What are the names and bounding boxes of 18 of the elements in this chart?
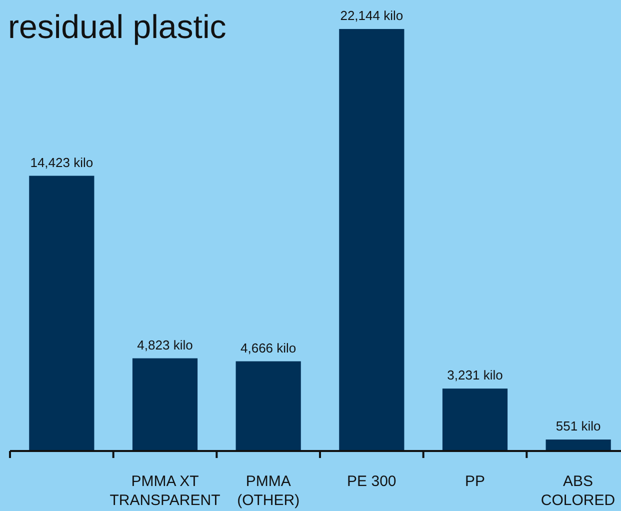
data-label: 3,231 kilo	[447, 368, 503, 383]
bar	[339, 29, 404, 450]
x-tick-label: PMMA (OTHER)	[237, 473, 300, 509]
bar	[132, 358, 198, 450]
bar	[29, 176, 94, 450]
bar	[442, 388, 508, 450]
data-label: 22,144 kilo	[340, 8, 404, 23]
x-tick-label: PP	[464, 473, 486, 490]
chart-title: residual plastic	[8, 8, 226, 45]
x-tick-label: PE 300	[347, 473, 396, 490]
data-label: 4,666 kilo	[240, 340, 296, 356]
data-label: 551 kilo	[556, 418, 601, 434]
x-tick-label: PMMA XT TRANSPARENT	[110, 473, 220, 509]
bar	[546, 440, 611, 450]
bar	[236, 361, 301, 450]
x-tick-label: ABS COLORED	[540, 473, 616, 509]
data-label: 4,823 kilo	[137, 337, 193, 352]
data-label: 14,423 kilo	[30, 154, 94, 170]
